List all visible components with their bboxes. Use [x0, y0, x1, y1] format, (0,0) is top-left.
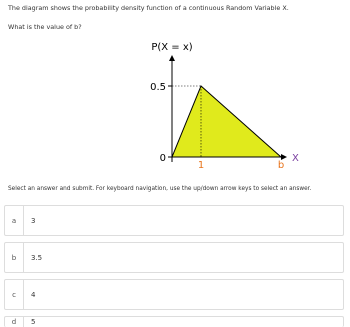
answer-option[interactable]: a 3	[4, 205, 344, 236]
y-axis-label: P(X = x)	[151, 42, 192, 53]
question-text: The diagram shows the probability densit…	[8, 4, 289, 12]
option-letter: c	[5, 280, 24, 309]
y-tick-label: 0	[160, 153, 166, 164]
y-tick-label: 0.5	[150, 82, 166, 93]
option-text: 3.5	[31, 253, 43, 262]
x-tick-label: 1	[198, 160, 204, 171]
x-tick-label: b	[278, 160, 284, 171]
question-prompt: What is the value of b?	[8, 23, 82, 31]
option-letter: b	[5, 243, 24, 272]
option-text: 3	[31, 216, 36, 225]
answer-option[interactable]: c 4	[4, 279, 344, 310]
pdf-diagram: P(X = x) 0.5 0 1 b X	[150, 42, 299, 171]
triangle	[171, 85, 283, 158]
option-text: 4	[31, 290, 36, 299]
instructions: Select an answer and submit. For keyboar…	[8, 186, 312, 192]
answer-option[interactable]: b 3.5	[4, 242, 344, 273]
option-letter: d	[5, 317, 24, 327]
option-letter: a	[5, 206, 24, 235]
option-text: 5	[31, 318, 36, 326]
x-axis-label: X	[292, 153, 299, 164]
answer-option[interactable]: d 5	[4, 316, 344, 327]
